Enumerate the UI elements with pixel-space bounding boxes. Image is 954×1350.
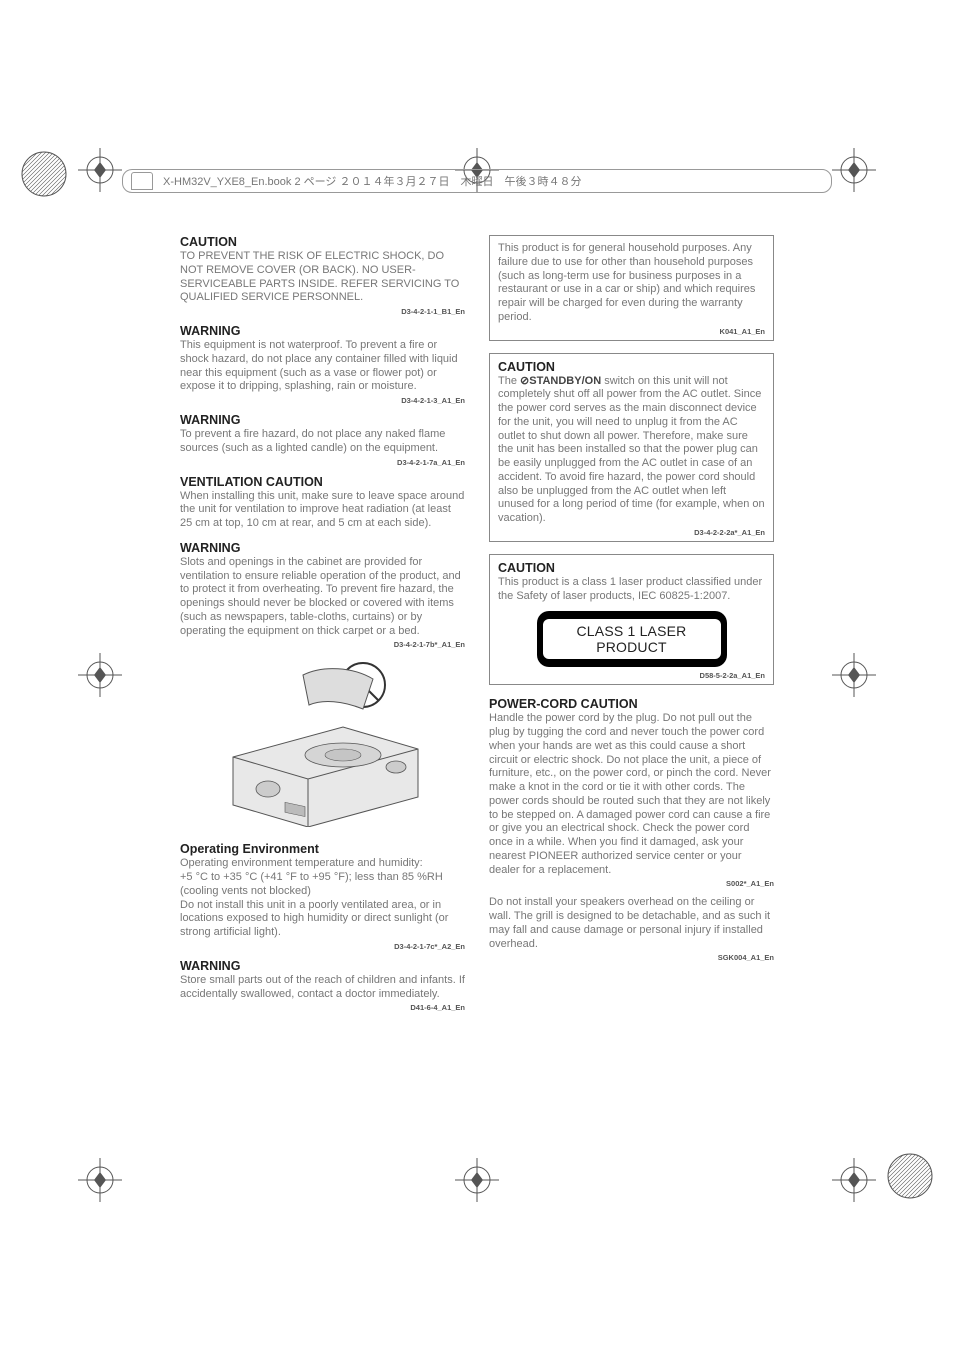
body-text: TO PREVENT THE RISK OF ELECTRIC SHOCK, D… [180,250,465,305]
heading: WARNING [180,959,465,973]
heading: VENTILATION CAUTION [180,475,465,489]
text-pre: The [498,375,520,387]
hatch-corner-br [886,1152,934,1200]
right-column: This product is for general household pu… [489,235,774,1020]
heading: POWER-CORD CAUTION [489,697,774,711]
ref-code: D58-5-2-2a_A1_En [498,671,765,680]
operating-environment: Operating Environment Operating environm… [180,842,465,951]
body-text: +5 °C to +35 °C (+41 °F to +95 °F); less… [180,871,465,899]
ref-code: D3-4-2-1-1_B1_En [180,307,465,316]
left-column: CAUTION TO PREVENT THE RISK OF ELECTRIC … [180,235,465,1020]
body-text: Do not install your speakers overhead on… [489,896,774,951]
text-post: switch on this unit will not completely … [498,375,765,525]
regmark-tl [78,148,122,192]
regmark-ml [78,653,122,697]
speakers-overhead: Do not install your speakers overhead on… [489,896,774,962]
heading: CAUTION [180,235,465,249]
regmark-tr [832,148,876,192]
caution-shock: CAUTION TO PREVENT THE RISK OF ELECTRIC … [180,235,465,316]
warning-slots: WARNING Slots and openings in the cabine… [180,541,465,650]
hatch-corner-tl [20,150,68,198]
book-header-text: X-HM32V_YXE8_En.book 2 ページ ２０１４年３月２７日 木曜… [163,176,581,188]
standby-bold: ⊘STANDBY/ON [520,375,601,387]
regmark-mr [832,653,876,697]
laser-badge-text: CLASS 1 LASER PRODUCT [543,619,721,659]
warning-small-parts: WARNING Store small parts out of the rea… [180,959,465,1013]
ref-code: D3-4-2-1-7b*_A1_En [180,640,465,649]
page-content: X-HM32V_YXE8_En.book 2 ページ ２０１４年３月２７日 木曜… [180,235,774,1020]
laser-box: CAUTION This product is a class 1 laser … [489,554,774,686]
laser-badge: CLASS 1 LASER PRODUCT [537,611,727,667]
book-header: X-HM32V_YXE8_En.book 2 ページ ２０１４年３月２７日 木曜… [122,169,832,193]
body-text: This product is a class 1 laser product … [498,576,765,604]
heading: WARNING [180,413,465,427]
regmark-bl [78,1158,122,1202]
body-text: The ⊘STANDBY/ON switch on this unit will… [498,375,765,526]
body-text: Handle the power cord by the plug. Do no… [489,712,774,877]
ref-code: K041_A1_En [498,327,765,336]
body-text: Operating environment temperature and hu… [180,857,465,871]
ventilation-caution: VENTILATION CAUTION When installing this… [180,475,465,531]
ref-code: SGK004_A1_En [489,953,774,962]
warning-fire: WARNING To prevent a fire hazard, do not… [180,413,465,467]
heading: Operating Environment [180,842,465,856]
heading: CAUTION [498,561,765,575]
body-text: Do not install this unit in a poorly ven… [180,899,465,940]
body-text: When installing this unit, make sure to … [180,490,465,531]
body-text: Slots and openings in the cabinet are pr… [180,556,465,639]
ref-code: D3-4-2-1-7c*_A2_En [180,942,465,951]
ref-code: S002*_A1_En [489,879,774,888]
ref-code: D41-6-4_A1_En [180,1003,465,1012]
body-text: This equipment is not waterproof. To pre… [180,339,465,394]
household-box: This product is for general household pu… [489,235,774,341]
regmark-br [832,1158,876,1202]
ref-code: D3-4-2-1-3_A1_En [180,396,465,405]
body-text: To prevent a fire hazard, do not place a… [180,428,465,456]
product-illustration [213,657,433,832]
heading: WARNING [180,541,465,555]
power-cord-caution: POWER-CORD CAUTION Handle the power cord… [489,697,774,888]
heading: WARNING [180,324,465,338]
ref-code: D3-4-2-2-2a*_A1_En [498,528,765,537]
heading: CAUTION [498,360,765,374]
body-text: Store small parts out of the reach of ch… [180,974,465,1002]
warning-water: WARNING This equipment is not waterproof… [180,324,465,405]
standby-box: CAUTION The ⊘STANDBY/ON switch on this u… [489,353,774,542]
ref-code: D3-4-2-1-7a_A1_En [180,458,465,467]
regmark-mb [455,1158,499,1202]
body-text: This product is for general household pu… [498,242,765,325]
